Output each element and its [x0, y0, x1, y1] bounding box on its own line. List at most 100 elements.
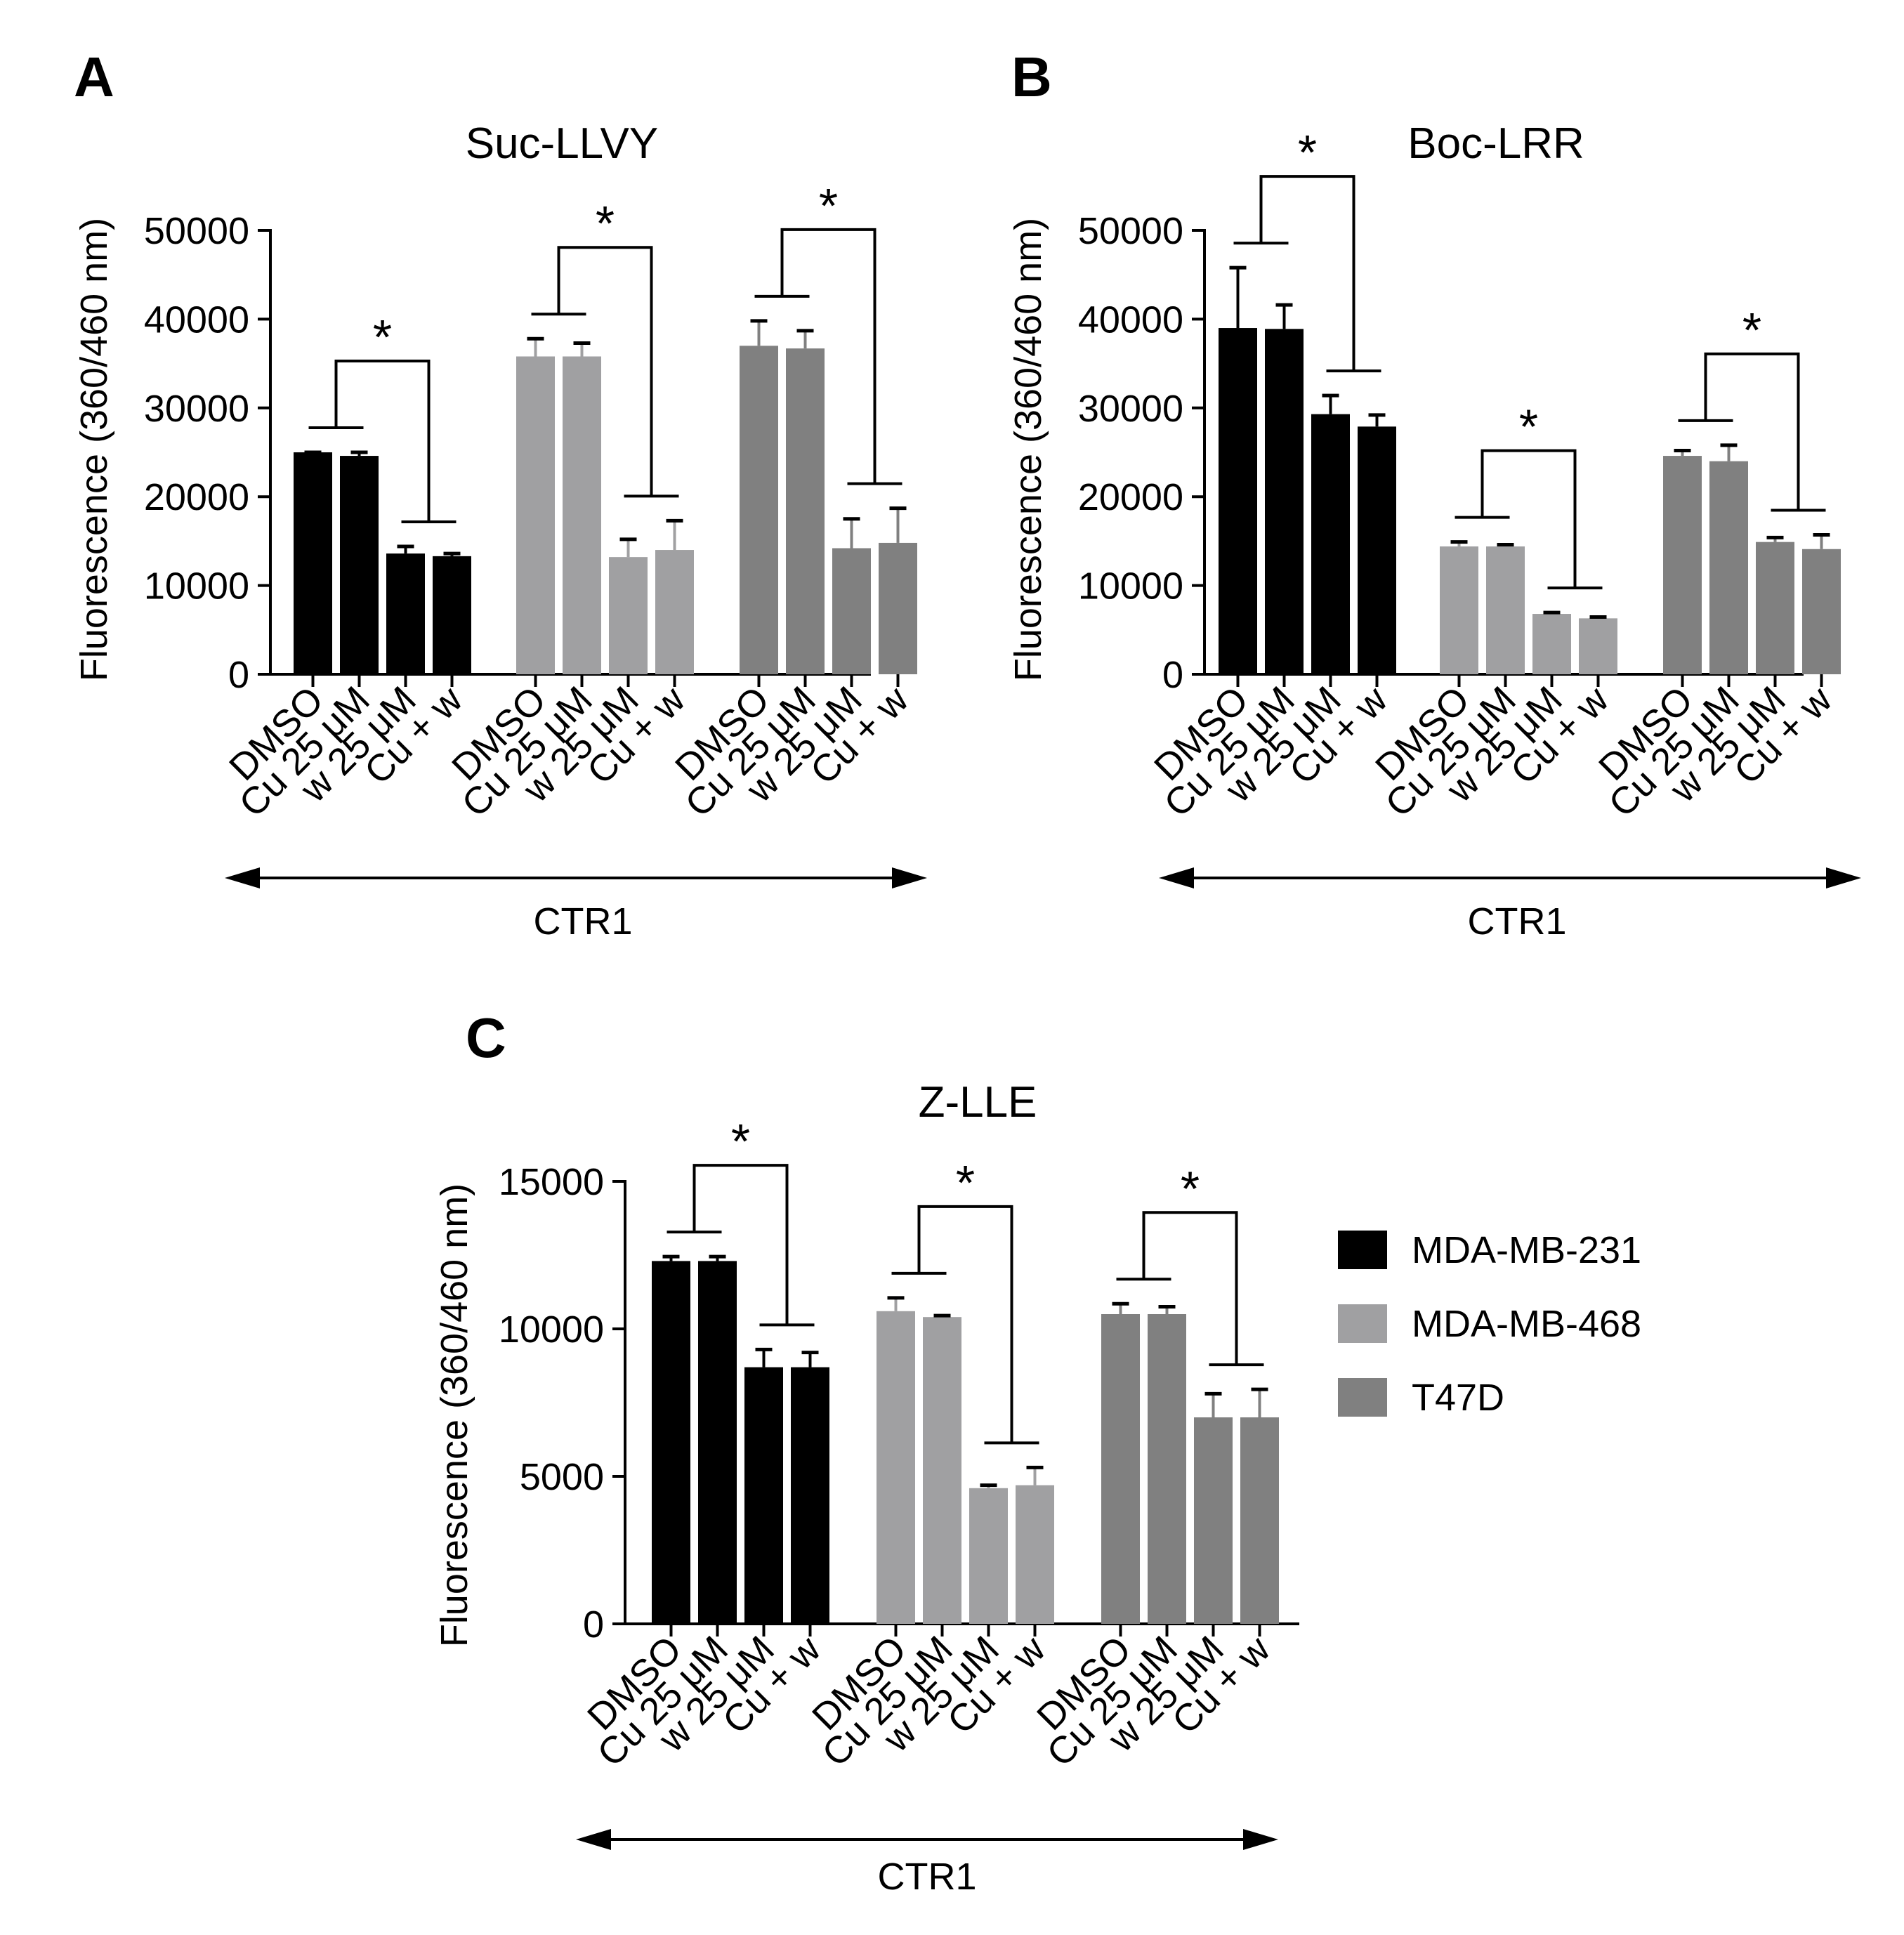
group-label-c: CTR1 [877, 1856, 976, 1898]
significance-star: * [819, 178, 838, 233]
legend-label-2: T47D [1412, 1377, 1504, 1419]
y-axis-c: 0 5000 10000 15000 [499, 1161, 626, 1646]
bar [877, 1311, 915, 1624]
significance-star: * [1742, 303, 1761, 358]
y-tick-label: 0 [583, 1603, 604, 1646]
bar [433, 556, 471, 674]
bar [786, 348, 825, 674]
bar [1532, 614, 1571, 674]
y-tick-label: 10000 [499, 1308, 604, 1351]
bar [923, 1317, 961, 1624]
panel-letter-a: A [74, 46, 114, 108]
brackets-b: * * * [1233, 125, 1826, 590]
bar [1219, 328, 1257, 674]
bracket [1704, 352, 1800, 511]
bar [1579, 618, 1617, 674]
y-tick-label: 0 [228, 654, 249, 696]
y-axis-b: 0 10000 20000 30000 40000 50000 [1078, 210, 1206, 696]
bar [340, 456, 379, 674]
bracket [1480, 449, 1577, 589]
brackets-c: * * * [667, 1114, 1264, 1445]
y-tick-label: 0 [1162, 654, 1183, 696]
chart-title-c: Z-LLE [919, 1078, 1037, 1127]
panel-letter-b: B [1011, 46, 1052, 108]
legend-swatch-1 [1338, 1304, 1387, 1343]
bar [652, 1261, 690, 1624]
y-tick-label: 15000 [499, 1161, 604, 1203]
bar [1663, 456, 1702, 674]
bar [740, 346, 778, 674]
y-tick-label: 30000 [144, 388, 249, 430]
y-axis-label-b: Fluorescence (360/460 nm) [1007, 218, 1049, 681]
legend-label-0: MDA-MB-231 [1412, 1229, 1641, 1271]
significance-star: * [373, 310, 392, 365]
y-tick-label: 10000 [1078, 565, 1183, 608]
y-tick-label: 50000 [1078, 210, 1183, 252]
legend-label-1: MDA-MB-468 [1412, 1303, 1641, 1345]
panel-c: C Z-LLE Fluorescence (360/460 nm) 0 5000 1… [433, 1006, 1299, 1898]
bar [516, 356, 555, 674]
significance-star: * [1519, 400, 1538, 454]
y-tick-label: 30000 [1078, 388, 1183, 430]
bar [879, 542, 917, 674]
bracket [1259, 175, 1355, 372]
bar [1016, 1485, 1054, 1624]
x-axis-a [269, 673, 900, 687]
bar [744, 1367, 783, 1624]
chart-title-b: Boc-LRR [1407, 119, 1584, 168]
y-axis-a: 0 10000 20000 30000 40000 50000 [144, 210, 272, 696]
bar [1101, 1314, 1140, 1624]
bracket [917, 1205, 1013, 1443]
brackets-a: * * * [308, 178, 902, 523]
bar [1802, 549, 1841, 674]
legend: MDA-MB-231 MDA-MB-468 T47D [1338, 1229, 1641, 1419]
y-tick-label: 20000 [1078, 476, 1183, 518]
legend-swatch-0 [1338, 1231, 1387, 1269]
bars-b [1219, 265, 1841, 674]
bracket [1142, 1211, 1238, 1365]
bar [969, 1488, 1008, 1624]
bar [1440, 546, 1478, 674]
bar [655, 550, 694, 674]
panel-a: A Suc-LLVY Fluorescence (360/460 nm) 0 10… [73, 46, 927, 943]
bar [791, 1367, 829, 1624]
significance-star: * [1181, 1161, 1200, 1216]
y-axis-label-c: Fluorescence (360/460 nm) [433, 1183, 475, 1647]
bar [1709, 461, 1748, 674]
bars-a [294, 319, 917, 674]
bar [1358, 426, 1396, 674]
bar [1486, 546, 1525, 674]
panel-letter-c: C [466, 1006, 506, 1069]
bar [1265, 329, 1304, 674]
bracket [557, 246, 653, 497]
y-axis-label-a: Fluorescence (360/460 nm) [73, 218, 115, 681]
bar [1148, 1314, 1186, 1624]
y-tick-label: 40000 [1078, 299, 1183, 341]
group-arrow-c [576, 1829, 1278, 1850]
group-arrow-b [1159, 867, 1861, 888]
group-label-a: CTR1 [533, 900, 632, 943]
bars-c [652, 1254, 1279, 1624]
group-arrow-a [225, 867, 927, 888]
significance-star: * [596, 196, 615, 251]
bar [1756, 542, 1794, 674]
bracket [692, 1164, 789, 1325]
legend-swatch-2 [1338, 1378, 1387, 1417]
bar [698, 1261, 737, 1624]
chart-title-a: Suc-LLVY [466, 119, 659, 168]
y-tick-label: 40000 [144, 299, 249, 341]
group-label-b: CTR1 [1467, 900, 1566, 943]
significance-star: * [731, 1114, 750, 1169]
y-tick-label: 10000 [144, 565, 249, 608]
bracket [334, 360, 431, 522]
bar [1240, 1417, 1279, 1624]
y-tick-label: 50000 [144, 210, 249, 252]
bracket [780, 228, 877, 484]
y-tick-label: 5000 [520, 1456, 604, 1498]
bar [294, 452, 332, 674]
panel-b: B Boc-LRR Fluorescence (360/460 nm) 0 100… [1007, 46, 1861, 943]
bar [832, 548, 871, 674]
